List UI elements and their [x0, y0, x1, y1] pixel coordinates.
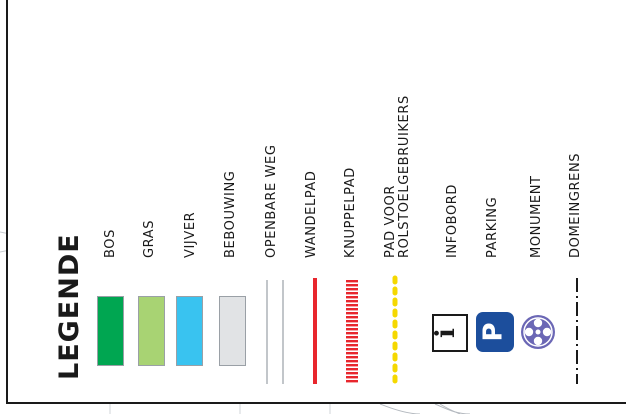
label-infobord: INFOBORD [445, 183, 460, 258]
monument-icon [521, 315, 555, 349]
parking-glyph: P [478, 322, 509, 342]
wheelchair-path-symbol [392, 275, 398, 387]
public-road-symbol [266, 280, 284, 384]
pond-swatch [176, 296, 203, 366]
parking-icon: P [476, 312, 514, 352]
log-path-symbol [346, 280, 358, 383]
label-bos: BOS [103, 229, 118, 258]
label-bebouwing: BEBOUWING [223, 170, 238, 258]
label-openbare-weg: OPENBARE WEG [264, 144, 279, 258]
label-domeingrens: DOMEINGRENS [568, 152, 583, 258]
label-parking: PARKING [485, 196, 500, 258]
label-pad-voor-rolstoelgebruikers: PAD VOOR ROLSTOELGEBRUIKERS [383, 95, 412, 258]
info-board-glyph: i [430, 328, 461, 338]
domain-boundary-symbol [576, 278, 578, 384]
label-gras: GRAS [142, 219, 157, 258]
label-monument: MONUMENT [529, 175, 544, 258]
label-knuppelpad: KNUPPELPAD [343, 167, 358, 258]
footpath-symbol [313, 278, 317, 384]
legend-title: LEGENDE [54, 233, 85, 380]
label-wandelpad: WANDELPAD [304, 170, 319, 258]
info-board-icon: i [430, 314, 468, 352]
label-vijver: VIJVER [183, 211, 198, 258]
buildings-swatch [219, 296, 246, 366]
grass-swatch [138, 296, 165, 366]
forest-swatch [97, 296, 124, 366]
